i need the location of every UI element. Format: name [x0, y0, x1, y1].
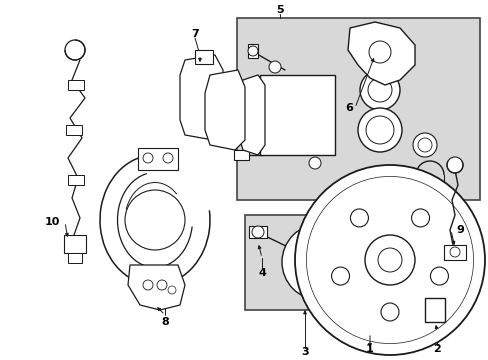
Circle shape: [247, 46, 258, 56]
Polygon shape: [128, 265, 184, 310]
Polygon shape: [240, 75, 264, 155]
Circle shape: [297, 240, 307, 250]
Bar: [68, 80, 84, 90]
Circle shape: [282, 224, 357, 300]
Circle shape: [247, 81, 258, 91]
Polygon shape: [347, 22, 414, 85]
Circle shape: [377, 248, 401, 272]
Circle shape: [163, 153, 173, 163]
Bar: [195, 50, 213, 64]
Circle shape: [365, 116, 393, 144]
Bar: [66, 125, 82, 135]
Circle shape: [350, 209, 367, 227]
Circle shape: [331, 274, 341, 284]
Circle shape: [142, 153, 153, 163]
Bar: [234, 150, 248, 160]
Circle shape: [306, 176, 473, 343]
Circle shape: [308, 157, 320, 169]
Bar: [138, 148, 178, 170]
Circle shape: [157, 280, 167, 290]
Circle shape: [251, 226, 264, 238]
Circle shape: [364, 235, 414, 285]
Text: 10: 10: [44, 217, 60, 227]
Bar: [260, 75, 334, 155]
Bar: [68, 253, 82, 263]
Circle shape: [359, 70, 399, 110]
Bar: [247, 79, 258, 93]
Circle shape: [417, 138, 431, 152]
Circle shape: [65, 40, 85, 60]
Bar: [424, 298, 444, 322]
Circle shape: [304, 246, 335, 278]
Text: 1: 1: [366, 344, 373, 354]
Circle shape: [142, 280, 153, 290]
Polygon shape: [204, 70, 244, 150]
Circle shape: [449, 247, 459, 257]
Circle shape: [411, 209, 428, 227]
Text: 5: 5: [276, 5, 283, 15]
Circle shape: [297, 274, 307, 284]
Polygon shape: [180, 55, 223, 140]
Circle shape: [268, 61, 281, 73]
Bar: [237, 18, 479, 200]
Circle shape: [429, 267, 447, 285]
Circle shape: [331, 267, 349, 285]
Bar: [244, 215, 369, 310]
Text: 3: 3: [301, 347, 308, 357]
Bar: [247, 44, 258, 58]
Circle shape: [168, 286, 176, 294]
Circle shape: [446, 157, 462, 173]
Bar: [248, 226, 266, 238]
Text: 7: 7: [191, 29, 199, 39]
Text: 2: 2: [432, 344, 440, 354]
Bar: [234, 125, 248, 135]
Text: 8: 8: [161, 317, 168, 327]
Circle shape: [311, 254, 327, 270]
Bar: [68, 175, 84, 185]
Bar: [443, 245, 465, 260]
Circle shape: [331, 240, 341, 250]
Circle shape: [412, 133, 436, 157]
Text: 6: 6: [345, 103, 352, 113]
Text: 9: 9: [455, 225, 463, 235]
Circle shape: [294, 165, 484, 355]
Bar: [64, 235, 86, 253]
Text: 4: 4: [258, 268, 265, 278]
Circle shape: [125, 190, 184, 250]
Circle shape: [357, 108, 401, 152]
Circle shape: [367, 78, 391, 102]
Circle shape: [380, 303, 398, 321]
Circle shape: [248, 124, 261, 136]
